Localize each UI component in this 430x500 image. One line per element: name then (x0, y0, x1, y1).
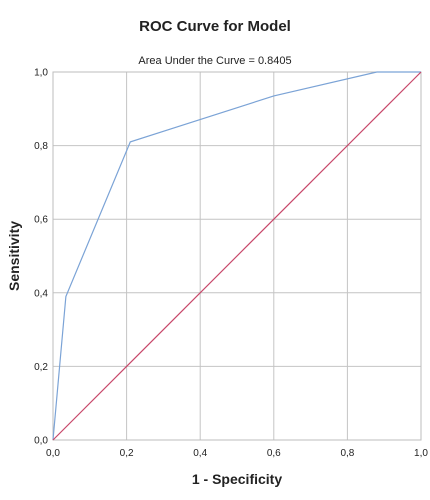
tick-labels: 0,00,0 0,2 0,2 0,4 0,4 0,6 0,6 0,8 0,8 1,0 1,0 (34, 68, 428, 460)
x-tick-label: 0,2 (120, 448, 134, 459)
x-tick-label: 1,0 (414, 448, 428, 459)
y-tick-label: 0,0 (34, 436, 48, 447)
y-axis-label: Sensitivity (6, 221, 22, 291)
x-tick-label: 0,6 (267, 448, 281, 459)
y-tick-label: 1,0 (34, 68, 48, 79)
y-tick-label: 0,2 (34, 362, 48, 373)
grid-lines (53, 72, 421, 440)
plot-frame (52, 71, 422, 441)
x-tick-label: 0,4 (193, 448, 207, 459)
roc-curve-line (52, 71, 421, 441)
x-tick-label: 0,0 (46, 448, 60, 459)
reference-diagonal-line (52, 71, 422, 441)
x-tick-label: 0,8 (340, 448, 354, 459)
y-tick-label: 0,4 (34, 288, 48, 299)
chart-subtitle: Area Under the Curve = 0.8405 (138, 55, 292, 67)
y-tick-label: 0,6 (34, 215, 48, 226)
y-tick-label: 0,8 (34, 141, 48, 152)
x-axis-label: 1 - Specificity (192, 471, 282, 487)
chart-title: ROC Curve for Model (139, 18, 291, 35)
series-layer (52, 71, 422, 441)
